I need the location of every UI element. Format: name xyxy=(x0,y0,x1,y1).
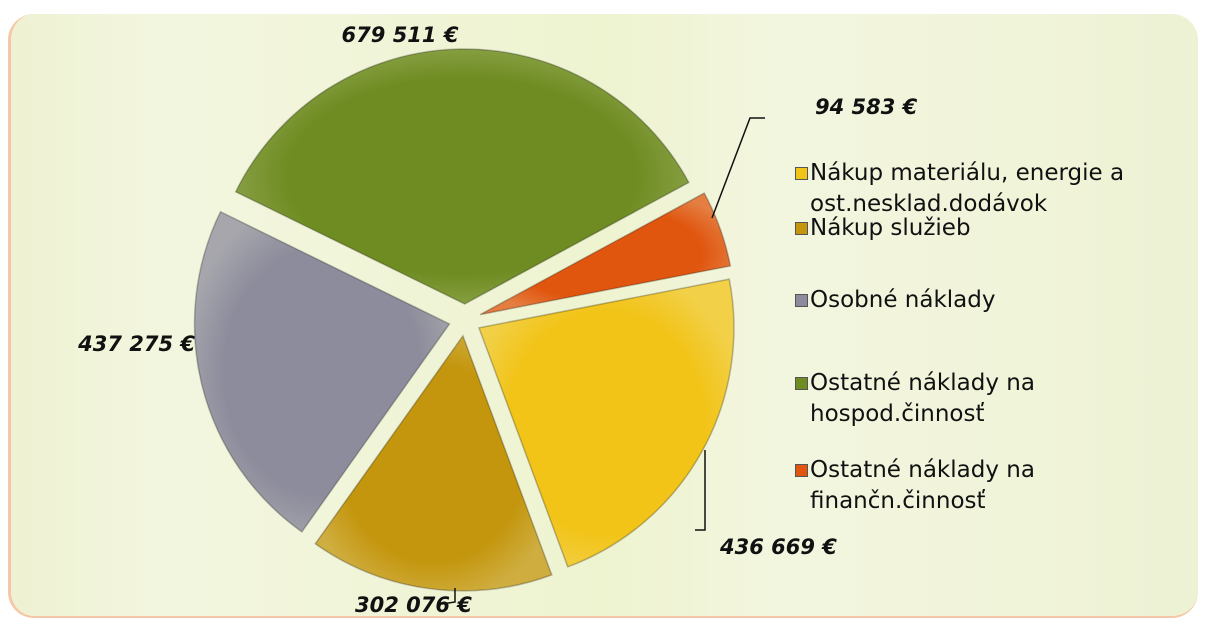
leader-line xyxy=(441,588,456,605)
value-label: 679 511 € xyxy=(342,23,459,47)
legend-label: Nákup služieb xyxy=(810,215,971,241)
legend-swatch xyxy=(795,222,808,235)
leader-line xyxy=(711,117,765,219)
legend-swatch xyxy=(795,294,808,307)
legend-swatch xyxy=(795,167,808,180)
legend-item: Osobné náklady xyxy=(795,285,995,316)
pie-slice xyxy=(234,48,690,305)
leader-line xyxy=(695,450,706,531)
legend-swatch xyxy=(795,464,808,477)
legend-label: Osobné náklady xyxy=(810,287,996,313)
pie-slice xyxy=(314,334,553,592)
legend-item: Ostatné náklady na finančn.činnosť xyxy=(795,455,1190,517)
pie-slice xyxy=(479,192,732,316)
value-label: 302 076 € xyxy=(355,593,472,617)
legend-item: Nákup materiálu, energie a ost.nesklad.d… xyxy=(795,158,1190,220)
legend-label: Nákup materiálu, energie a ost.nesklad.d… xyxy=(810,160,1125,217)
legend-label: Ostatné náklady na hospod.činnosť xyxy=(810,370,1035,427)
value-label: 94 583 € xyxy=(815,95,918,119)
value-label: 437 275 € xyxy=(77,332,195,356)
legend-swatch xyxy=(795,377,808,390)
pie-slice xyxy=(477,278,735,568)
legend-label: Ostatné náklady na finančn.činnosť xyxy=(810,457,1035,514)
legend-item: Nákup služieb xyxy=(795,213,971,244)
pie-slice xyxy=(193,210,451,533)
value-label: 436 669 € xyxy=(719,535,837,559)
legend-item: Ostatné náklady na hospod.činnosť xyxy=(795,368,1190,430)
